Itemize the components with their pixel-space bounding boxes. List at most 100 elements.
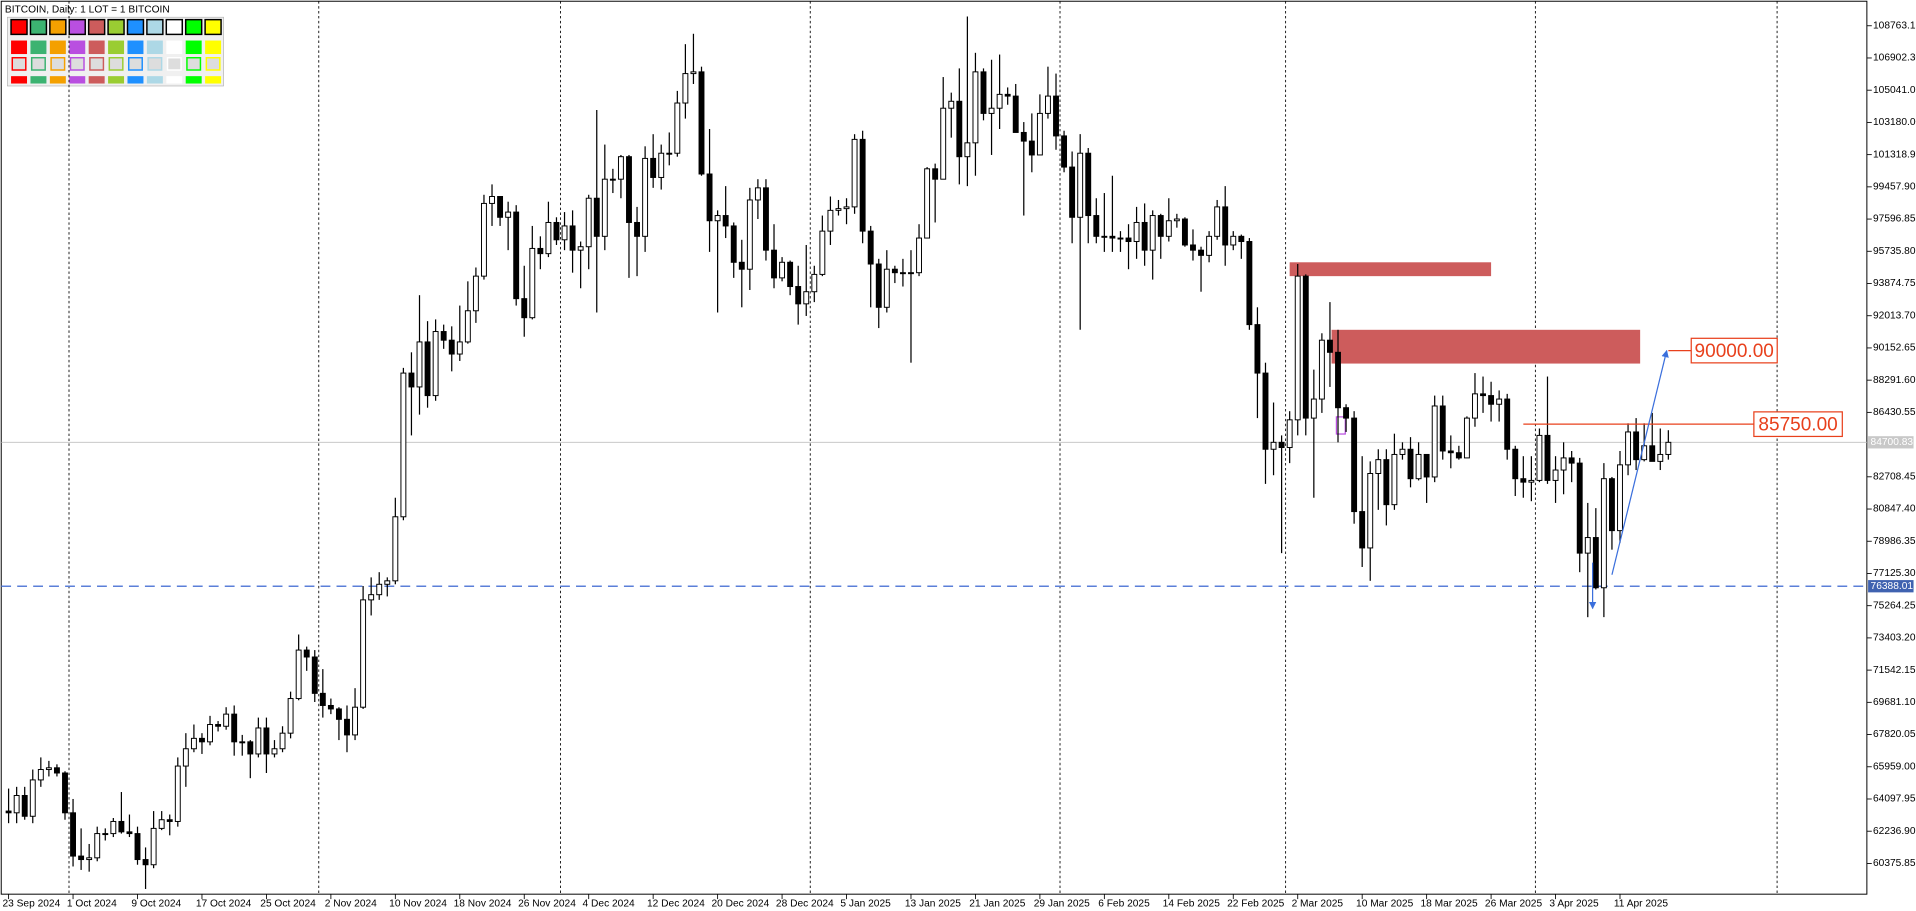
y-tick-label: 80847.40 xyxy=(1873,504,1916,515)
x-tick-label: 12 Dec 2024 xyxy=(647,899,705,910)
swatch xyxy=(88,40,105,55)
swatch xyxy=(205,76,222,84)
bull-candle xyxy=(948,100,955,109)
swatch xyxy=(166,56,182,71)
bear-candle xyxy=(1061,135,1068,168)
bull-candle xyxy=(86,857,93,861)
bull-candle xyxy=(1367,473,1374,549)
bull-candle xyxy=(392,516,399,582)
bull-candle xyxy=(223,713,230,727)
bull-candle xyxy=(1552,469,1559,481)
bull-candle xyxy=(851,138,858,208)
bear-candle xyxy=(1157,215,1164,237)
swatch xyxy=(127,56,143,71)
bear-candle xyxy=(199,737,205,743)
bull-candle xyxy=(754,187,761,201)
y-tick-label: 99457.90 xyxy=(1873,182,1916,193)
swatch xyxy=(166,76,183,84)
bull-candle xyxy=(819,230,826,275)
bear-candle xyxy=(875,263,882,308)
bull-candle xyxy=(456,341,463,355)
bull-candle xyxy=(45,767,52,771)
x-tick-label: 26 Nov 2024 xyxy=(518,899,576,910)
swatch xyxy=(186,56,202,71)
bear-candle xyxy=(1455,452,1462,459)
bull-candle xyxy=(940,107,947,180)
swatch xyxy=(108,40,125,55)
bear-candle xyxy=(1359,511,1366,549)
bear-candle xyxy=(521,298,528,319)
bull-candle xyxy=(1165,220,1172,237)
bear-candle xyxy=(1246,241,1253,326)
current-price-label: 84700.83 xyxy=(1871,437,1914,448)
bull-candle xyxy=(1528,479,1535,483)
bear-candle xyxy=(1504,398,1511,450)
bull-candle xyxy=(1600,478,1607,589)
bear-candle xyxy=(327,704,334,710)
x-tick-label: 26 Mar 2025 xyxy=(1485,899,1543,910)
bear-candle xyxy=(513,211,520,300)
bear-candle xyxy=(1085,152,1092,217)
swatch xyxy=(205,56,221,71)
bear-candle xyxy=(980,71,987,114)
level-tag xyxy=(1868,580,1914,593)
bear-candle xyxy=(344,718,350,736)
x-tick-label: 13 Jan 2025 xyxy=(905,899,961,910)
bear-candle xyxy=(231,713,238,743)
bull-candle xyxy=(988,107,995,114)
bear-candle xyxy=(1488,395,1495,405)
bull-candle xyxy=(207,724,213,743)
current-price-tag xyxy=(1868,436,1914,449)
bull-candle xyxy=(1560,457,1567,471)
bear-candle xyxy=(1238,235,1245,243)
x-tick-label: 21 Jan 2025 xyxy=(969,899,1025,910)
y-tick-label: 86430.55 xyxy=(1873,407,1916,418)
bear-candle xyxy=(142,859,149,866)
bear-candle xyxy=(553,221,560,241)
bull-candle xyxy=(779,261,786,279)
bull-candle xyxy=(1617,464,1623,532)
swatch xyxy=(69,76,86,84)
bull-candle xyxy=(843,206,850,210)
bull-candle xyxy=(174,765,181,822)
bear-candle xyxy=(134,833,141,861)
bull-candle xyxy=(803,291,810,305)
swatch xyxy=(49,76,66,84)
y-tick-label: 93874.75 xyxy=(1873,278,1916,289)
zone xyxy=(1335,416,1346,435)
bear-candle xyxy=(319,692,326,706)
bear-candle xyxy=(1109,235,1116,239)
bear-candle xyxy=(1447,450,1454,454)
bull-candle xyxy=(368,594,375,601)
bear-candle xyxy=(497,196,504,218)
y-tick-label: 97596.85 xyxy=(1873,214,1916,225)
bear-candle xyxy=(730,225,737,263)
bear-candle xyxy=(891,268,898,274)
bull-candle xyxy=(746,199,753,270)
bull-candle xyxy=(1536,434,1543,481)
bear-candle xyxy=(1262,372,1269,450)
bull-candle xyxy=(505,211,512,218)
bull-candle xyxy=(271,748,278,755)
y-tick-label: 88291.60 xyxy=(1873,375,1916,386)
x-tick-label: 29 Jan 2025 xyxy=(1034,899,1090,910)
bear-candle xyxy=(1512,448,1519,480)
swatch xyxy=(127,76,144,84)
bear-candle xyxy=(1181,218,1188,246)
bear-candle xyxy=(1028,140,1035,156)
bull-candle xyxy=(190,737,197,750)
bull-candle xyxy=(585,197,592,248)
x-tick-label: 23 Sep 2024 xyxy=(2,899,60,910)
bear-candle xyxy=(215,724,222,727)
bear-candle xyxy=(1520,478,1527,483)
bear-candle xyxy=(78,855,85,861)
bull-candle xyxy=(400,372,407,518)
bear-candle xyxy=(1383,459,1390,506)
bear-candle xyxy=(53,767,60,774)
bull-candle xyxy=(1133,221,1140,243)
bear-candle xyxy=(706,173,713,222)
x-tick-label: 6 Feb 2025 xyxy=(1098,899,1150,910)
bull-candle xyxy=(529,247,536,319)
bear-candle xyxy=(1254,324,1261,374)
